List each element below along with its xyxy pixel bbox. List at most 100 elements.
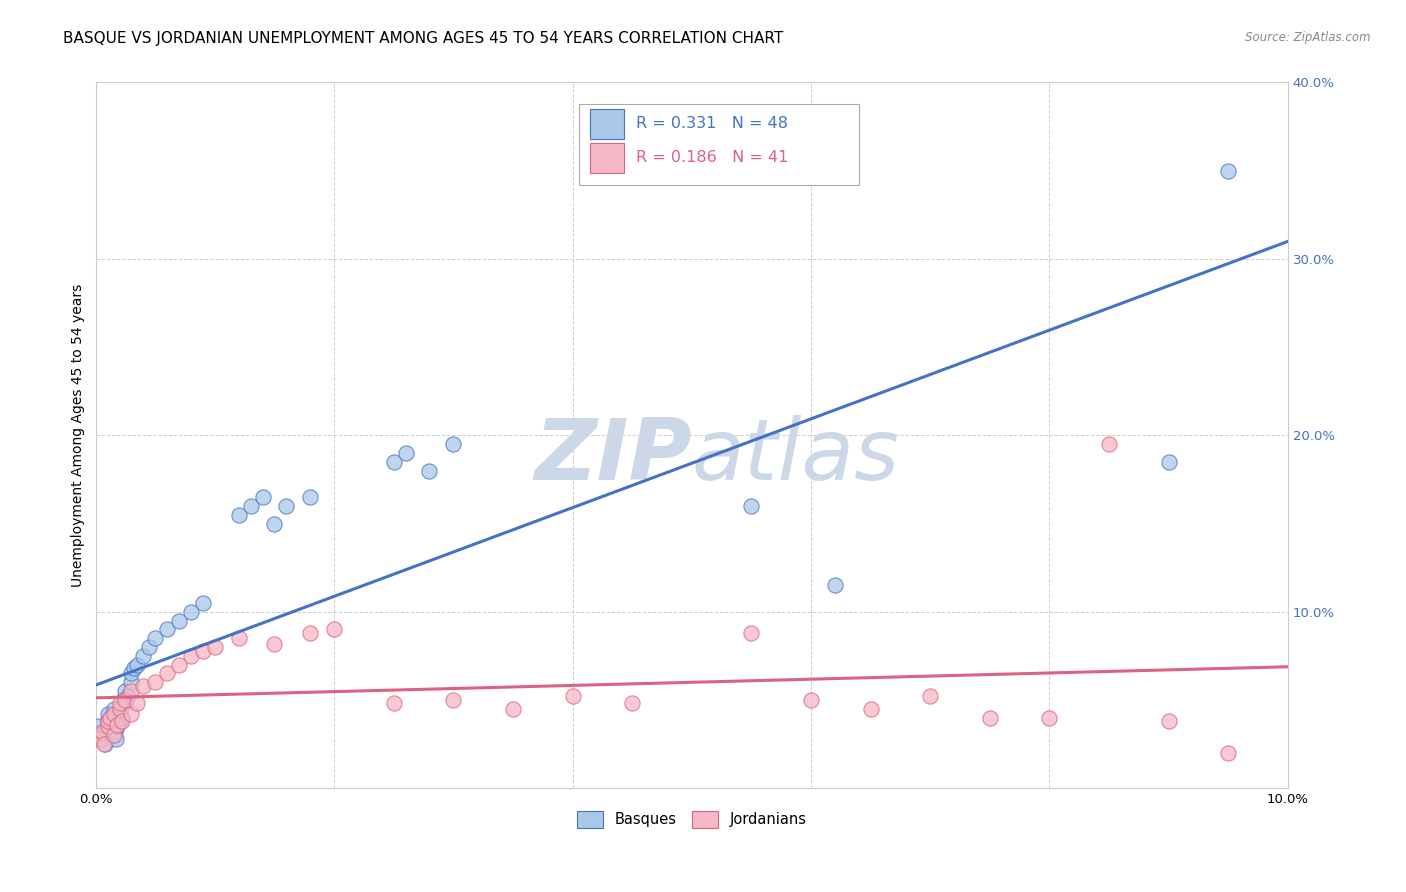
Point (156, 623, 179, 637)
Point (108, 697, 131, 711)
Point (90, 731, 112, 746)
Point (1218, 746, 1240, 760)
Point (740, 626, 762, 640)
Text: atlas: atlas (692, 415, 900, 498)
Point (108, 714, 131, 728)
Point (252, 490, 274, 504)
Point (87, 728, 110, 742)
Point (191, 596, 214, 610)
Point (93, 724, 115, 739)
Point (103, 707, 125, 722)
Point (167, 614, 190, 628)
Point (382, 697, 405, 711)
Point (108, 702, 131, 716)
Y-axis label: Unemployment Among Ages 45 to 54 years: Unemployment Among Ages 45 to 54 years (72, 284, 86, 587)
Point (89, 719, 111, 733)
Point (740, 499, 762, 513)
Point (120, 684, 142, 698)
Point (441, 437, 464, 451)
Point (800, 693, 823, 707)
Point (94, 737, 117, 751)
Point (111, 714, 134, 728)
Text: Source: ZipAtlas.com: Source: ZipAtlas.com (1246, 31, 1371, 45)
Point (98, 723, 121, 737)
Point (263, 516, 285, 531)
Point (90, 724, 112, 739)
Point (561, 690, 583, 704)
Legend: Basques, Jordanians: Basques, Jordanians (571, 805, 813, 834)
Point (111, 710, 134, 724)
Point (101, 717, 124, 731)
Bar (591, 109, 624, 139)
Point (127, 657, 149, 672)
Point (120, 707, 142, 722)
Point (1098, 437, 1121, 451)
Point (299, 626, 322, 640)
Bar (591, 143, 624, 173)
Point (103, 728, 125, 742)
Point (122, 661, 145, 675)
Point (239, 499, 262, 513)
Point (138, 640, 160, 654)
Point (97, 714, 120, 728)
Point (98, 710, 121, 724)
Point (502, 702, 524, 716)
Point (93, 737, 115, 751)
Point (395, 446, 418, 460)
Point (112, 693, 135, 707)
Point (299, 490, 322, 504)
Point (204, 640, 226, 654)
Point (167, 657, 190, 672)
Point (263, 636, 285, 650)
Point (114, 693, 136, 707)
Point (98, 710, 121, 724)
Point (104, 724, 127, 739)
Point (1157, 714, 1180, 728)
Text: R = 0.186   N = 41: R = 0.186 N = 41 (636, 150, 789, 165)
Point (103, 702, 125, 716)
Point (180, 648, 202, 663)
Point (114, 684, 136, 698)
Point (120, 666, 142, 681)
Point (824, 578, 846, 592)
Point (1038, 710, 1060, 724)
Point (97, 707, 120, 722)
Point (108, 707, 131, 722)
Point (97, 714, 120, 728)
Point (132, 679, 155, 693)
Point (979, 710, 1001, 724)
Point (418, 464, 440, 478)
Point (180, 605, 202, 619)
FancyBboxPatch shape (578, 103, 859, 185)
Point (1157, 455, 1180, 469)
Text: R = 0.331   N = 48: R = 0.331 N = 48 (636, 116, 787, 131)
Point (323, 623, 346, 637)
Point (105, 719, 128, 733)
Point (89, 731, 111, 746)
Text: ZIP: ZIP (534, 415, 692, 498)
Point (104, 731, 127, 746)
Point (382, 455, 405, 469)
Point (228, 631, 250, 645)
Point (191, 643, 214, 657)
Point (108, 702, 131, 716)
Point (117, 690, 139, 704)
Point (276, 499, 298, 513)
Point (859, 702, 882, 716)
Point (127, 697, 149, 711)
Point (441, 693, 464, 707)
Point (228, 508, 250, 522)
Point (97, 719, 120, 733)
Point (105, 717, 128, 731)
Point (621, 697, 644, 711)
Point (120, 675, 142, 690)
Point (132, 648, 155, 663)
Point (143, 675, 166, 690)
Point (143, 631, 166, 645)
Point (1218, 163, 1240, 178)
Point (156, 666, 179, 681)
Point (920, 690, 942, 704)
Text: BASQUE VS JORDANIAN UNEMPLOYMENT AMONG AGES 45 TO 54 YEARS CORRELATION CHART: BASQUE VS JORDANIAN UNEMPLOYMENT AMONG A… (63, 31, 783, 46)
Point (103, 728, 125, 742)
Point (114, 697, 136, 711)
